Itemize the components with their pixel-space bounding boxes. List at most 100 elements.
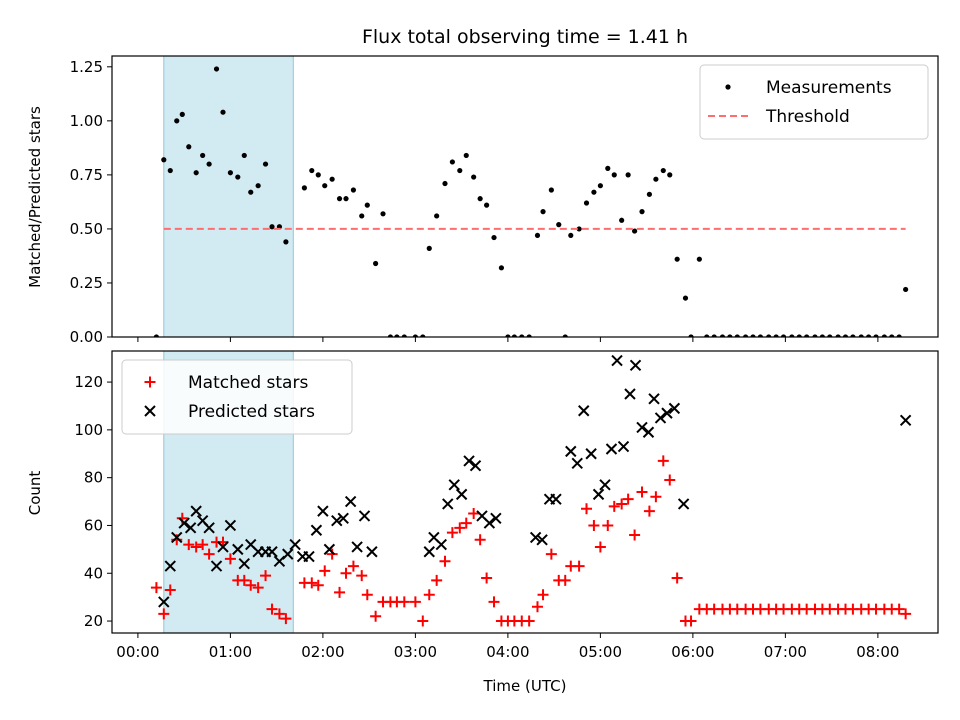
data-point: [248, 189, 254, 195]
data-point: [337, 512, 349, 524]
data-point: [617, 440, 630, 453]
data-point: [608, 500, 620, 512]
data-point: [301, 185, 307, 191]
data-point: [442, 180, 448, 187]
data-point: [548, 187, 554, 193]
data-point: [463, 152, 469, 159]
data-point: [505, 334, 511, 337]
data-point: [842, 334, 849, 337]
data-point: [420, 334, 426, 337]
data-point: [282, 548, 294, 560]
data-point: [519, 334, 525, 337]
data-point: [677, 498, 690, 510]
data-point: [568, 232, 574, 239]
axes-frame: [111, 55, 939, 338]
data-point: [306, 577, 318, 589]
data-point: [174, 118, 180, 124]
top-panel-ratio-plot: 0.00 0.25 0.50 0.75 1.00 1.25 Measurements Thre…: [70, 55, 939, 346]
y-tick-label: 20: [84, 612, 103, 630]
data-point: [573, 560, 585, 572]
data-point: [203, 522, 215, 534]
data-point: [636, 421, 648, 434]
data-point: [190, 505, 202, 517]
data-point: [581, 503, 593, 515]
data-point: [671, 572, 683, 584]
top-y-axis-label: Matched/Predicted stars: [26, 106, 44, 288]
data-point: [356, 570, 368, 582]
data-point: [773, 334, 779, 337]
data-point: [303, 550, 315, 563]
data-point: [540, 209, 546, 215]
data-point: [719, 334, 726, 337]
data-point: [260, 570, 272, 582]
data-point: [559, 574, 571, 586]
data-point: [619, 217, 625, 223]
data-point: [483, 517, 496, 529]
data-point: [616, 498, 628, 510]
data-point: [674, 256, 680, 262]
data-point: [523, 615, 535, 627]
data-point: [889, 334, 895, 337]
legend-box: [699, 64, 929, 140]
data-point: [835, 334, 841, 337]
data-point: [743, 334, 749, 337]
data-point: [457, 167, 463, 174]
legend: Measurements Threshold: [699, 64, 929, 140]
data-point: [387, 334, 394, 337]
x-tick-label: 06:00: [671, 643, 714, 661]
data-point: [434, 213, 440, 219]
data-point: [455, 488, 468, 501]
data-point: [643, 505, 655, 517]
data-point: [646, 191, 653, 197]
data-point: [490, 512, 502, 524]
y-tick-label: 40: [84, 564, 103, 582]
data-point: [591, 189, 597, 195]
data-point: [534, 232, 541, 239]
data-point: [351, 541, 363, 553]
data-point: [653, 176, 659, 182]
data-point: [269, 224, 275, 230]
legend-handle: [144, 376, 156, 388]
y-tick-label: 0.25: [70, 274, 103, 292]
data-point: [491, 234, 497, 241]
data-point: [454, 522, 466, 534]
data-point: [654, 412, 667, 424]
data-point: [167, 167, 173, 174]
data-point: [373, 260, 379, 267]
x-tick-label: 04:00: [486, 643, 529, 661]
data-point: [315, 172, 321, 178]
data-point: [866, 334, 872, 337]
data-point: [164, 584, 176, 596]
data-point: [594, 541, 606, 553]
data-point: [648, 393, 660, 405]
data-point: [592, 488, 605, 501]
data-point: [583, 200, 590, 206]
data-point: [310, 524, 323, 536]
data-point: [481, 572, 493, 584]
data-point: [498, 265, 505, 271]
data-point: [401, 334, 407, 337]
data-point: [423, 589, 435, 601]
plot-area: [153, 66, 909, 337]
data-point: [322, 183, 328, 189]
data-point: [484, 202, 490, 208]
data-point: [245, 579, 257, 591]
data-point: [629, 359, 642, 372]
data-point: [578, 405, 590, 417]
data-point: [682, 295, 689, 301]
data-point: [796, 334, 802, 337]
data-point: [398, 596, 410, 608]
bottom-panel-count-plot: 20 40 60 80 100 120 00:00 01:00 02:00 03:00 04:00 0…: [74, 350, 939, 661]
series-measurements: [153, 66, 909, 337]
data-point: [622, 493, 634, 505]
data-point: [224, 519, 237, 532]
data-point: [161, 157, 167, 163]
data-point: [899, 414, 912, 427]
legend-handle: [725, 84, 731, 90]
data-point: [611, 354, 623, 367]
data-point: [597, 183, 603, 189]
data-point: [636, 486, 648, 498]
data-point: [668, 402, 681, 415]
data-point: [556, 222, 562, 228]
y-tick-label: 0.75: [70, 166, 103, 184]
